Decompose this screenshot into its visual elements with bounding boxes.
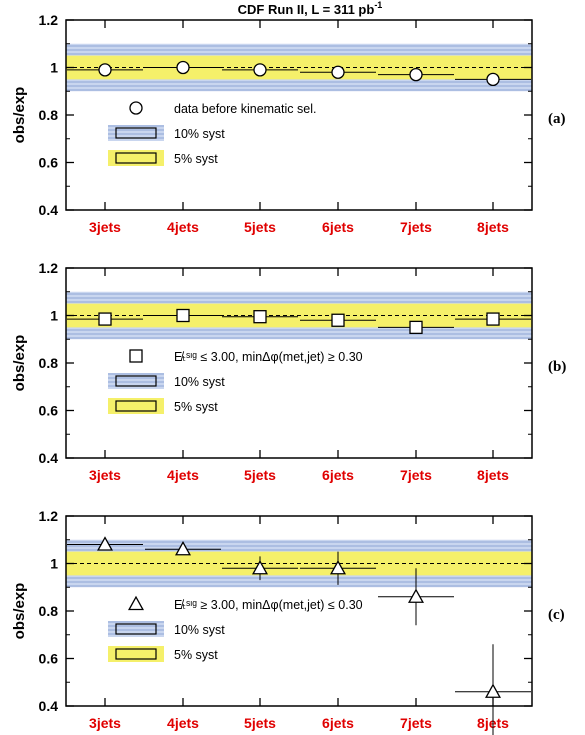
legend-label: E̸ₜˢᶦᵍ ≥ 3.00, minΔφ(met,jet) ≤ 0.30 <box>174 598 363 612</box>
y-tick-label: 0.6 <box>39 403 59 419</box>
legend-swatch-5-box <box>115 152 157 164</box>
panel-label: (a) <box>548 111 566 127</box>
legend-label: 10% syst <box>174 623 225 637</box>
data-point <box>329 560 347 575</box>
category-label: 6jets <box>322 715 354 731</box>
y-tick-label: 1 <box>50 556 58 572</box>
data-point <box>486 72 500 87</box>
data-point <box>176 308 190 323</box>
legend-swatch-10 <box>108 621 164 637</box>
panels: 0.4 0.6 0.8 1 1.2 obs/exp (a) 3jets 4jets 5jets 6j… <box>11 12 566 735</box>
panel-label: (b) <box>548 359 566 375</box>
category-label: 3jets <box>89 467 121 483</box>
data-point <box>486 312 500 326</box>
category-label: 4jets <box>167 219 199 235</box>
legend-swatch-10 <box>108 125 164 141</box>
y-tick-label: 1.2 <box>39 260 59 276</box>
legend-label: E̸ₜˢᶦᵍ ≤ 3.00, minΔφ(met,jet) ≥ 0.30 <box>174 350 363 364</box>
data-point <box>176 60 190 75</box>
y-tick-label: 0.4 <box>39 450 59 466</box>
legend-swatch-10-box <box>115 375 157 387</box>
legend-marker <box>129 101 143 115</box>
legend-marker <box>129 349 143 363</box>
figure-title-main: CDF Run II, L = 311 pb <box>238 2 375 17</box>
y-tick-label: 0.6 <box>39 651 59 667</box>
category-label: 4jets <box>167 715 199 731</box>
legend-swatch-5 <box>108 150 164 166</box>
y-tick-label: 1 <box>50 308 58 324</box>
y-tick-label: 1.2 <box>39 12 59 28</box>
figure-title: CDF Run II, L = 311 pb-1 <box>238 0 383 17</box>
category-label: 5jets <box>244 467 276 483</box>
panel-a: 0.4 0.6 0.8 1 1.2 obs/exp (a) 3jets 4jets 5jets 6j… <box>11 12 566 235</box>
category-label: 5jets <box>244 219 276 235</box>
y-axis-label: obs/exp <box>11 583 28 640</box>
figure-title-sup: -1 <box>374 0 382 10</box>
legend-label: 5% syst <box>174 152 218 166</box>
legend-label: 10% syst <box>174 127 225 141</box>
data-point <box>409 320 423 335</box>
y-tick-label: 1 <box>50 60 58 76</box>
data-point <box>251 560 269 575</box>
category-label: 7jets <box>400 715 432 731</box>
y-tick-label: 1.2 <box>39 508 59 524</box>
category-label: 7jets <box>400 467 432 483</box>
data-point <box>331 313 345 327</box>
panel-label: (c) <box>548 607 565 623</box>
y-tick-label: 0.6 <box>39 155 59 171</box>
legend-swatch-5 <box>108 646 164 662</box>
y-tick-label: 0.8 <box>39 603 59 619</box>
category-label: 6jets <box>322 219 354 235</box>
data-point <box>98 312 112 326</box>
data-point <box>484 683 502 698</box>
legend-label: 5% syst <box>174 400 218 414</box>
data-point <box>407 588 425 603</box>
legend-label: data before kinematic sel. <box>174 102 316 116</box>
y-tick-label: 0.4 <box>39 698 59 714</box>
data-point <box>96 536 114 551</box>
y-tick-label: 0.8 <box>39 107 59 123</box>
y-axis-label: obs/exp <box>11 87 28 144</box>
y-tick-label: 0.4 <box>39 202 59 218</box>
y-axis-label: obs/exp <box>11 335 28 392</box>
legend-marker <box>127 595 145 611</box>
data-point <box>409 67 423 82</box>
legend-swatch-10 <box>108 373 164 389</box>
data-point <box>331 65 345 79</box>
y-tick-label: 0.8 <box>39 355 59 371</box>
legend-swatch-5-box <box>115 400 157 412</box>
legend-swatch-10-box <box>115 127 157 139</box>
legend-label: 10% syst <box>174 375 225 389</box>
legend-label: 5% syst <box>174 648 218 662</box>
category-label: 8jets <box>477 219 509 235</box>
panel-b: 0.4 0.6 0.8 1 1.2 obs/exp (b) 3jets 4jets 5jets 6j… <box>11 260 566 483</box>
legend-swatch-5 <box>108 398 164 414</box>
category-label: 5jets <box>244 715 276 731</box>
panel-c: 0.4 0.6 0.8 1 1.2 obs/exp (c) 3jets 4jets 5jets 6j… <box>11 508 565 735</box>
legend-swatch-5-box <box>115 648 157 660</box>
data-point <box>98 63 112 77</box>
category-label: 4jets <box>167 467 199 483</box>
category-label: 7jets <box>400 219 432 235</box>
data-point <box>253 63 267 77</box>
category-label: 6jets <box>322 467 354 483</box>
legend-swatch-10-box <box>115 623 157 635</box>
category-label: 3jets <box>89 715 121 731</box>
category-label: 8jets <box>477 467 509 483</box>
data-point <box>174 541 192 556</box>
data-point <box>253 310 267 324</box>
category-label: 3jets <box>89 219 121 235</box>
